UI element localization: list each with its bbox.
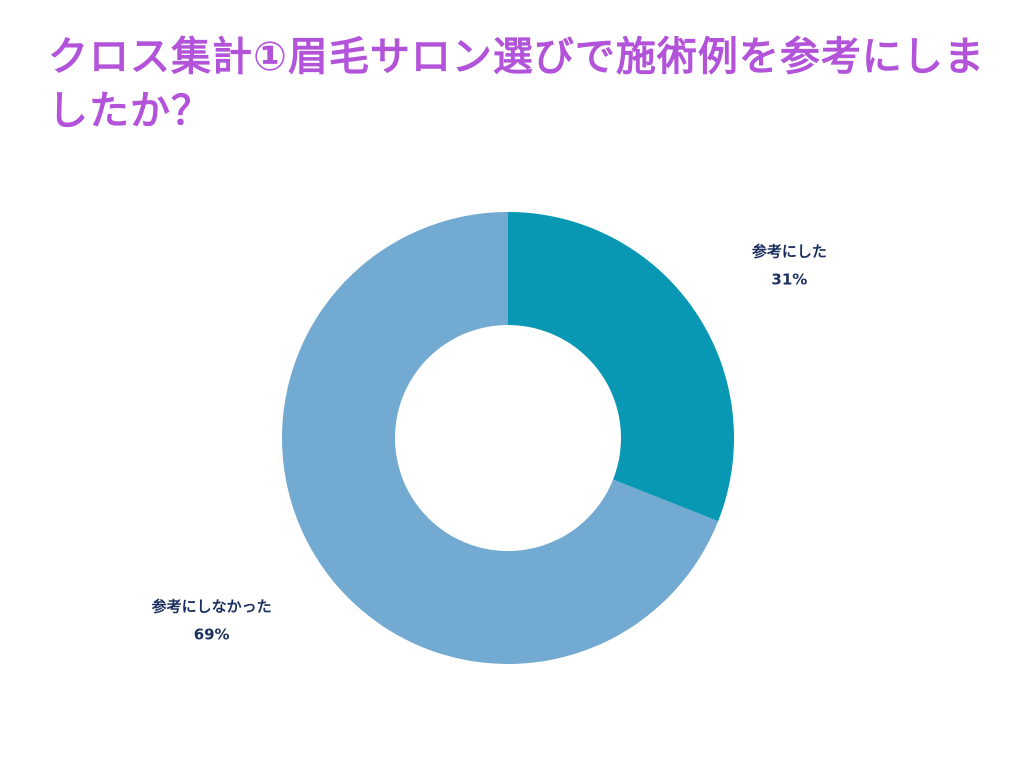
slice-value-label: 69% <box>194 626 230 644</box>
donut-slice-1 <box>508 212 734 522</box>
slice-label-1: 参考にした 31% <box>752 242 827 288</box>
slice-category-label: 参考にした <box>752 242 827 260</box>
donut-slice-2 <box>281 212 719 664</box>
slice-value-label: 31% <box>771 270 807 288</box>
slice-label-2: 参考にしなかった 69% <box>152 598 272 644</box>
chart-title: クロス集計①眉毛サロン選びで施術例を参考にしましたか？ <box>48 34 985 134</box>
slice-category-label: 参考にしなかった <box>152 598 272 616</box>
